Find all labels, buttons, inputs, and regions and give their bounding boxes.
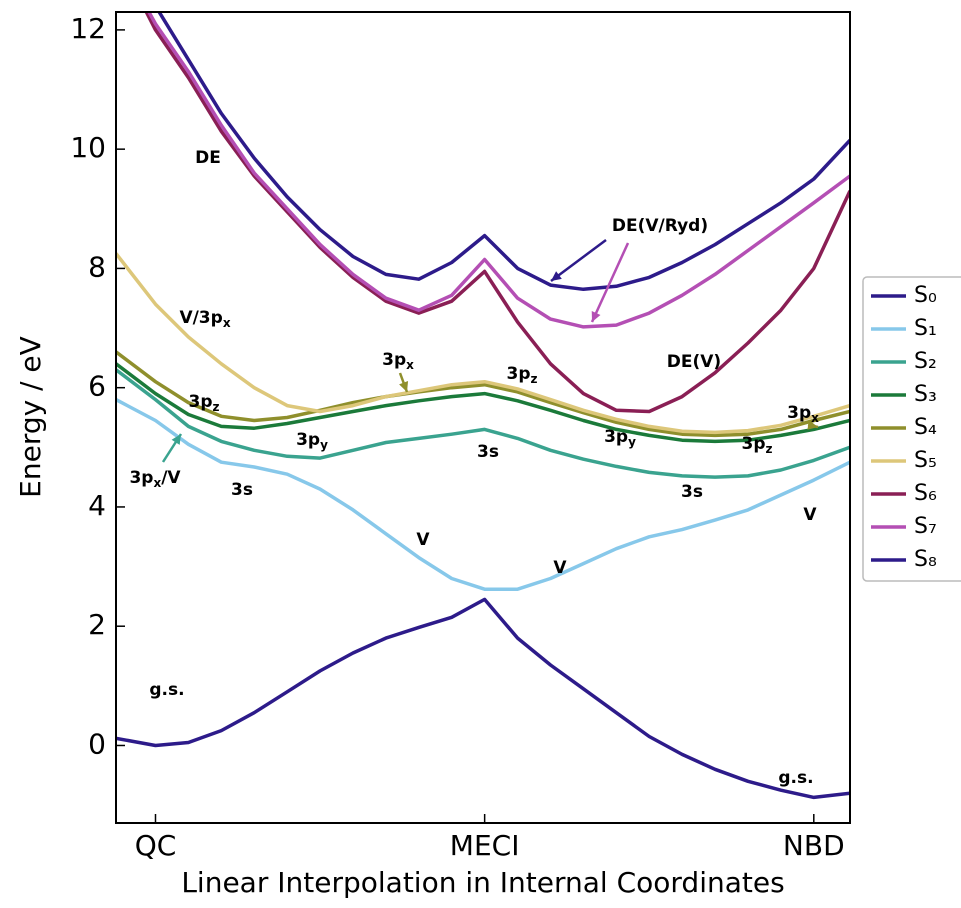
- annotation-text: 3p: [129, 468, 153, 488]
- legend-label: S₄: [914, 415, 937, 440]
- legend-label: S₇: [914, 514, 937, 539]
- series-line: [146, 12, 850, 329]
- legend-box: [862, 276, 961, 582]
- series-line: [116, 398, 850, 591]
- x-tick-label: QC: [135, 829, 177, 862]
- annotation-text: V: [553, 558, 567, 578]
- annotation-text: V/3p: [179, 308, 222, 328]
- x-tick-label: NBD: [783, 829, 845, 862]
- annotation: 3py: [296, 430, 328, 452]
- annotation-subscript: y: [628, 435, 636, 449]
- annotation: 3pz: [742, 434, 773, 456]
- annotation-text: 3p: [787, 403, 811, 423]
- annotation: g.s.: [778, 768, 813, 788]
- annotation-subscript: x: [406, 358, 414, 372]
- annotation: 3px: [382, 350, 414, 372]
- annotation-text: 3s: [477, 442, 499, 462]
- annotation: DE(V): [667, 352, 721, 372]
- annotation-arrow: [550, 238, 607, 283]
- annotation-arrow: [590, 242, 630, 323]
- annotation: 3s: [477, 442, 499, 462]
- annotation-text: 3s: [231, 480, 253, 500]
- legend-label: S₁: [914, 316, 937, 341]
- series-line: [116, 252, 850, 435]
- series-line: [144, 12, 850, 414]
- annotation-subscript: z: [766, 442, 773, 456]
- annotation-subscript: x: [223, 316, 231, 330]
- annotation: 3px: [787, 403, 819, 425]
- legend-label: S₈: [914, 547, 937, 572]
- annotation: 3pz: [507, 364, 538, 386]
- annotation: g.s.: [149, 680, 184, 700]
- y-tick-label: 0: [88, 727, 106, 760]
- legend-label: S₆: [914, 481, 937, 506]
- series-line: [116, 368, 850, 479]
- series-line: [157, 12, 850, 292]
- y-tick-label: 6: [88, 370, 106, 403]
- annotation-text: DE: [195, 148, 221, 168]
- x-axis-label: Linear Interpolation in Internal Coordin…: [181, 866, 784, 899]
- arrow-head: [171, 434, 181, 445]
- annotation: V: [803, 505, 817, 525]
- legend-label: S₀: [914, 283, 937, 308]
- arrow-head: [551, 271, 562, 281]
- annotation-subscript: x: [811, 411, 819, 425]
- annotation-text: 3p: [742, 434, 766, 454]
- annotation-text: V: [416, 530, 430, 550]
- series-line: [116, 350, 850, 438]
- arrow-head: [399, 381, 409, 392]
- annotation-text: 3s: [681, 482, 703, 502]
- annotation-text: 3p: [604, 427, 628, 447]
- plot-area: [116, 12, 850, 800]
- annotation: DE(V/Ryd): [612, 216, 708, 236]
- legend-label: S₃: [914, 382, 937, 407]
- x-tick-label: MECI: [450, 829, 520, 862]
- series-line: [116, 362, 850, 444]
- annotation: 3s: [681, 482, 703, 502]
- y-tick-label: 8: [88, 250, 106, 283]
- annotation-text: /V: [161, 468, 181, 488]
- y-axis-label: Energy / eV: [14, 336, 47, 498]
- annotation-text: DE(V/Ryd): [612, 216, 708, 236]
- series-line: [116, 597, 850, 800]
- annotation-text: g.s.: [778, 768, 813, 788]
- annotation-subscript: x: [153, 476, 161, 490]
- annotation: V/3px: [179, 308, 230, 330]
- y-tick-label: 4: [88, 489, 106, 522]
- annotation: V: [553, 558, 567, 578]
- annotation: V: [416, 530, 430, 550]
- annotation: 3py: [604, 427, 636, 449]
- legend-label: S₅: [914, 448, 937, 473]
- legend-label: S₂: [914, 349, 937, 374]
- annotation: 3pz: [189, 392, 220, 414]
- annotation-text: 3p: [507, 364, 531, 384]
- annotation: DE: [195, 148, 221, 168]
- annotation-text: g.s.: [149, 680, 184, 700]
- annotation-subscript: y: [320, 438, 328, 452]
- y-tick-label: 2: [88, 608, 106, 641]
- y-tick-label: 12: [70, 12, 106, 45]
- plot-frame: [115, 11, 851, 824]
- annotation: 3px/V: [129, 468, 181, 490]
- annotation-text: 3p: [189, 392, 213, 412]
- y-tick-label: 10: [70, 131, 106, 164]
- annotation-text: 3p: [382, 350, 406, 370]
- annotation-text: V: [803, 505, 817, 525]
- annotation-subscript: z: [531, 372, 538, 386]
- arrow-head: [807, 420, 818, 430]
- annotation: 3s: [231, 480, 253, 500]
- annotation-text: 3p: [296, 430, 320, 450]
- annotation-text: DE(V): [667, 352, 721, 372]
- annotation-subscript: z: [213, 400, 220, 414]
- arrow-head: [591, 311, 601, 322]
